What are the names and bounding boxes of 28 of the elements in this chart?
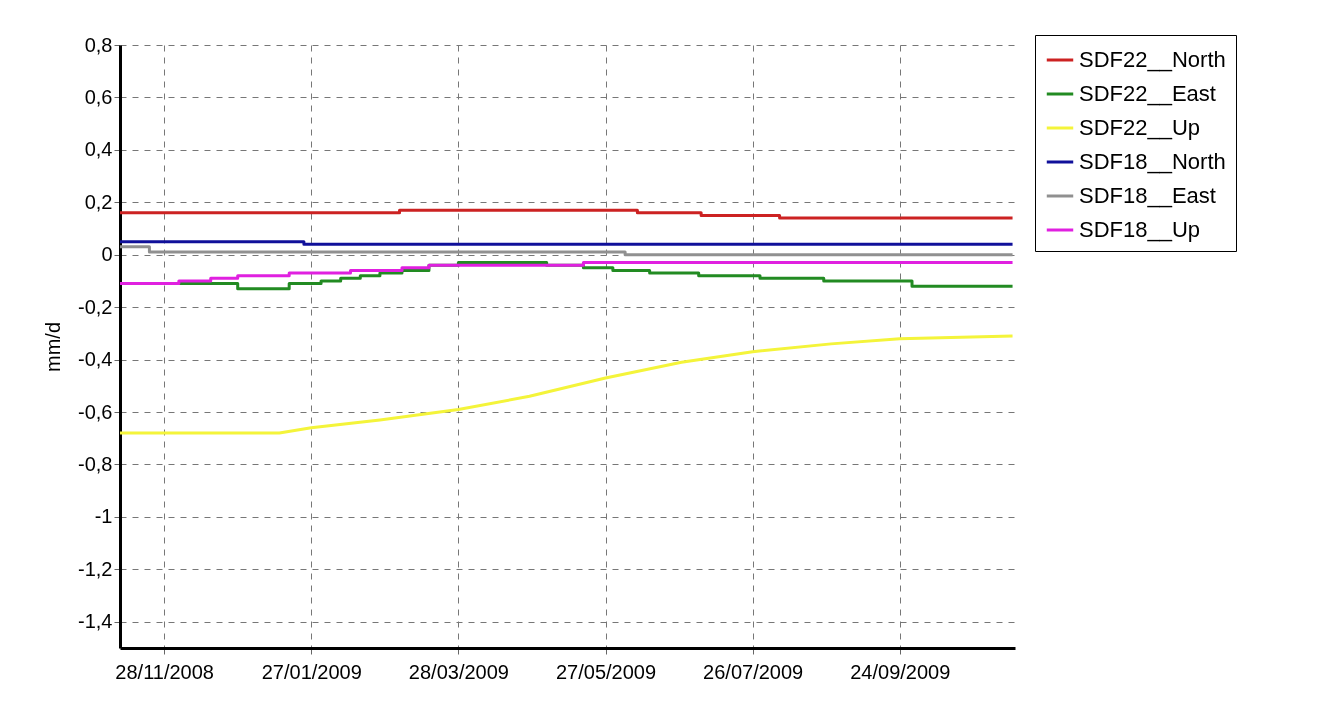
legend-label: SDF22__Up: [1079, 115, 1201, 140]
x-tick-label: 28/03/2009: [408, 660, 509, 683]
y-tick-label: -1: [94, 505, 113, 528]
y-tick-label: 0,6: [84, 85, 113, 108]
x-tick-label: 28/11/2008: [115, 660, 214, 683]
legend-label: SDF22__East: [1079, 81, 1216, 106]
y-tick-label: -0,8: [78, 452, 113, 475]
x-tick-label: 27/05/2009: [555, 660, 657, 683]
y-tick-label: -0,4: [78, 348, 113, 371]
y-tick-label: -0,2: [78, 295, 113, 318]
x-tick-label: 26/07/2009: [703, 660, 804, 683]
x-tick-label: 24/09/2009: [850, 660, 951, 683]
y-tick-label: 0,8: [84, 33, 113, 56]
y-tick-label: -0,6: [78, 400, 113, 423]
y-tick-label: 0: [101, 243, 113, 266]
legend-label: SDF18__North: [1079, 149, 1226, 174]
y-tick-label: -1,2: [78, 557, 113, 580]
x-tick-label: 27/01/2009: [261, 660, 362, 683]
legend-label: SDF18__East: [1079, 183, 1216, 208]
line-series: [120, 261, 1015, 286]
y-tick-label: 0,2: [84, 190, 113, 213]
y-axis-title: mm/d: [42, 322, 65, 372]
legend-label: SDF18__Up: [1079, 217, 1201, 242]
y-tick-label: 0,4: [84, 138, 113, 161]
y-tick-label: -1,4: [78, 610, 113, 633]
line-series: [120, 334, 1015, 435]
legend-label: SDF22__North: [1079, 47, 1226, 72]
line-series: [120, 208, 1015, 220]
